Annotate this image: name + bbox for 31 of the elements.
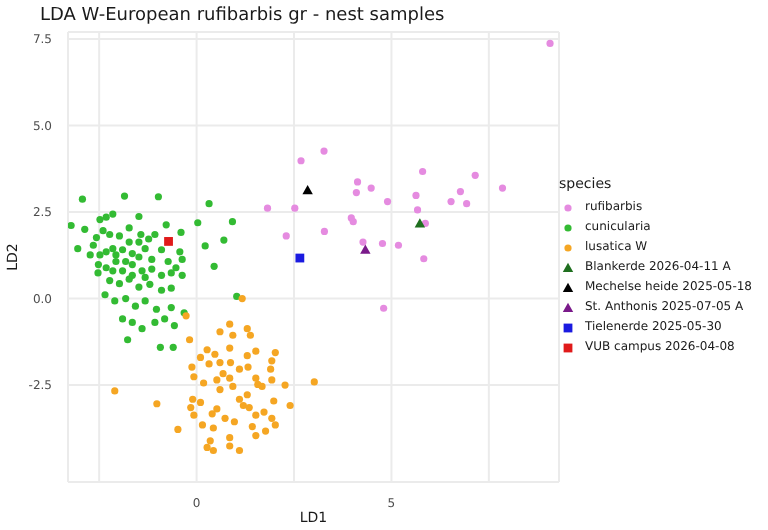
point <box>380 304 388 312</box>
point <box>263 204 272 212</box>
point <box>421 219 429 228</box>
point <box>164 237 173 246</box>
point <box>420 255 428 263</box>
point <box>360 244 371 254</box>
point <box>498 184 507 192</box>
point <box>414 218 426 228</box>
point <box>295 253 305 263</box>
point <box>320 227 329 235</box>
point <box>471 171 479 179</box>
point <box>302 184 313 195</box>
point <box>463 200 471 208</box>
point <box>367 184 375 192</box>
point <box>352 189 360 197</box>
point <box>297 157 305 165</box>
chart-title: LDA W-European rufibarbis gr - nest samples <box>40 6 445 26</box>
point <box>282 232 290 240</box>
point <box>383 198 392 206</box>
point <box>456 187 465 196</box>
point <box>394 241 403 249</box>
point <box>353 178 362 186</box>
point <box>413 206 422 214</box>
point <box>447 198 455 206</box>
point <box>412 191 420 199</box>
point <box>546 39 554 48</box>
point <box>359 238 367 246</box>
point <box>291 204 299 212</box>
point <box>378 239 387 248</box>
point <box>419 167 427 176</box>
point <box>320 147 328 155</box>
